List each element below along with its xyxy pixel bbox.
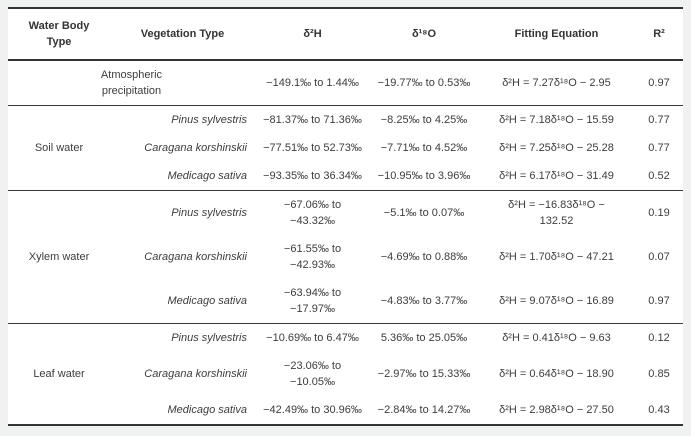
section-soil-water: Soil water Pinus sylvestris −81.37‰ to 7… [8,105,683,191]
table-row: Soil water Pinus sylvestris −81.37‰ to 7… [8,106,683,154]
fitting-equation-cell: δ²H = 0.41δ¹⁸O − 9.63 [502,332,611,344]
table-row: Caragana korshinskii −77.51‰ to 52.73‰ −… [8,134,683,162]
d18o-range-cell: −2.84‰ to 14.27‰ [377,404,471,416]
vegetation-cell: Medicago sativa [167,295,248,307]
r2-cell: 0.19 [648,207,670,219]
r2-cell: 0.85 [648,368,670,380]
vegetation-cell: Caragana korshinskii [144,251,247,263]
d2h-range-cell: −10.69‰ to 6.47‰ [266,332,359,344]
d18o-range-cell: −4.83‰ to 3.77‰ [380,295,468,307]
header-water-body-type: Water Body Type [28,20,90,48]
r2-cell: 0.43 [648,404,670,416]
header-d2h: δ²H [303,28,322,40]
table-row: Caragana korshinskii −61.55‰ to −42.93‰ … [8,235,683,279]
d2h-range-cell: −149.1‰ to 1.44‰ [266,77,359,89]
d18o-range-cell: −19.77‰ to 0.53‰ [377,77,471,89]
d2h-range-cell: −77.51‰ to 52.73‰ [263,142,362,154]
d18o-range-cell: 5.36‰ to 25.05‰ [380,332,468,344]
fitting-equation-cell: δ²H = 2.98δ¹⁸O − 27.50 [499,404,614,416]
d2h-range-cell: −81.37‰ to 71.36‰ [263,114,362,126]
d2h-range-cell: −67.06‰ to −43.32‰ [283,199,342,227]
header-fitting-equation: Fitting Equation [514,28,599,40]
header-vegetation-type: Vegetation Type [140,28,225,40]
table-row: Leaf water Pinus sylvestris −10.69‰ to 6… [8,324,683,380]
isotope-regression-table: Water Body Type Vegetation Type δ²H δ¹⁸O… [8,7,683,426]
d18o-range-cell: −2.97‰ to 15.33‰ [377,368,471,380]
vegetation-cell: Caragana korshinskii [144,142,247,154]
d18o-range-cell: −8.25‰ to 4.25‰ [380,114,468,126]
d18o-range-cell: −5.1‰ to 0.07‰ [383,207,465,219]
vegetation-cell: Medicago sativa [167,170,248,182]
fitting-equation-cell: δ²H = 7.25δ¹⁸O − 25.28 [499,142,614,154]
table-row: Caragana korshinskii −23.06‰ to −10.05‰ … [8,352,683,396]
table-row: Medicago sativa −93.35‰ to 36.34‰ −10.95… [8,162,683,191]
section-leaf-water: Leaf water Pinus sylvestris −10.69‰ to 6… [8,323,683,426]
vegetation-cell: Medicago sativa [167,404,248,416]
d18o-range-cell: −7.71‰ to 4.52‰ [380,142,468,154]
r2-cell: 0.77 [648,142,670,154]
fitting-equation-cell: δ²H = 7.27δ¹⁸O − 2.95 [502,77,611,89]
r2-cell: 0.77 [648,114,670,126]
header-row: Water Body Type Vegetation Type δ²H δ¹⁸O… [8,8,683,60]
table-header: Water Body Type Vegetation Type δ²H δ¹⁸O… [8,8,683,60]
water-body-cell: Soil water [34,142,84,154]
header-d18o: δ¹⁸O [411,28,437,40]
fitting-equation-cell: δ²H = 0.64δ¹⁸O − 18.90 [499,368,614,380]
fitting-equation-cell: δ²H = 7.18δ¹⁸O − 15.59 [499,114,614,126]
table-row: Medicago sativa −63.94‰ to −17.97‰ −4.83… [8,279,683,324]
r2-cell: 0.97 [648,77,670,89]
table-row: Atmospheric precipitation −149.1‰ to 1.4… [8,60,683,106]
fitting-equation-cell: δ²H = −16.83δ¹⁸O − 132.52 [508,199,605,227]
d2h-range-cell: −23.06‰ to −10.05‰ [283,360,342,388]
vegetation-cell: Caragana korshinskii [144,368,247,380]
d2h-range-cell: −42.49‰ to 30.96‰ [263,404,362,416]
r2-cell: 0.07 [648,251,670,263]
d2h-range-cell: −61.55‰ to −42.93‰ [283,243,342,271]
r2-cell: 0.97 [648,295,670,307]
vegetation-cell: Pinus sylvestris [171,207,247,219]
d18o-range-cell: −10.95‰ to 3.96‰ [377,170,471,182]
section-atmospheric-precipitation: Atmospheric precipitation −149.1‰ to 1.4… [8,60,683,106]
page-background: Water Body Type Vegetation Type δ²H δ¹⁸O… [8,7,683,426]
vegetation-cell: Pinus sylvestris [171,332,247,344]
water-body-cell: Atmospheric precipitation [100,69,163,97]
d18o-range-cell: −4.69‰ to 0.88‰ [380,251,468,263]
fitting-equation-cell: δ²H = 9.07δ¹⁸O − 16.89 [499,295,614,307]
d2h-range-cell: −63.94‰ to −17.97‰ [283,287,342,315]
header-r2: R² [653,28,665,40]
section-xylem-water: Xylem water Pinus sylvestris −67.06‰ to … [8,190,683,324]
fitting-equation-cell: δ²H = 1.70δ¹⁸O − 47.21 [499,251,614,263]
table-row: Medicago sativa −42.49‰ to 30.96‰ −2.84‰… [8,396,683,425]
fitting-equation-cell: δ²H = 6.17δ¹⁸O − 31.49 [499,170,614,182]
r2-cell: 0.12 [648,332,670,344]
d2h-range-cell: −93.35‰ to 36.34‰ [263,170,362,182]
r2-cell: 0.52 [648,170,670,182]
water-body-cell: Xylem water [28,251,90,263]
table-row: Xylem water Pinus sylvestris −67.06‰ to … [8,191,683,263]
vegetation-cell: Pinus sylvestris [171,114,247,126]
water-body-cell: Leaf water [33,368,85,380]
